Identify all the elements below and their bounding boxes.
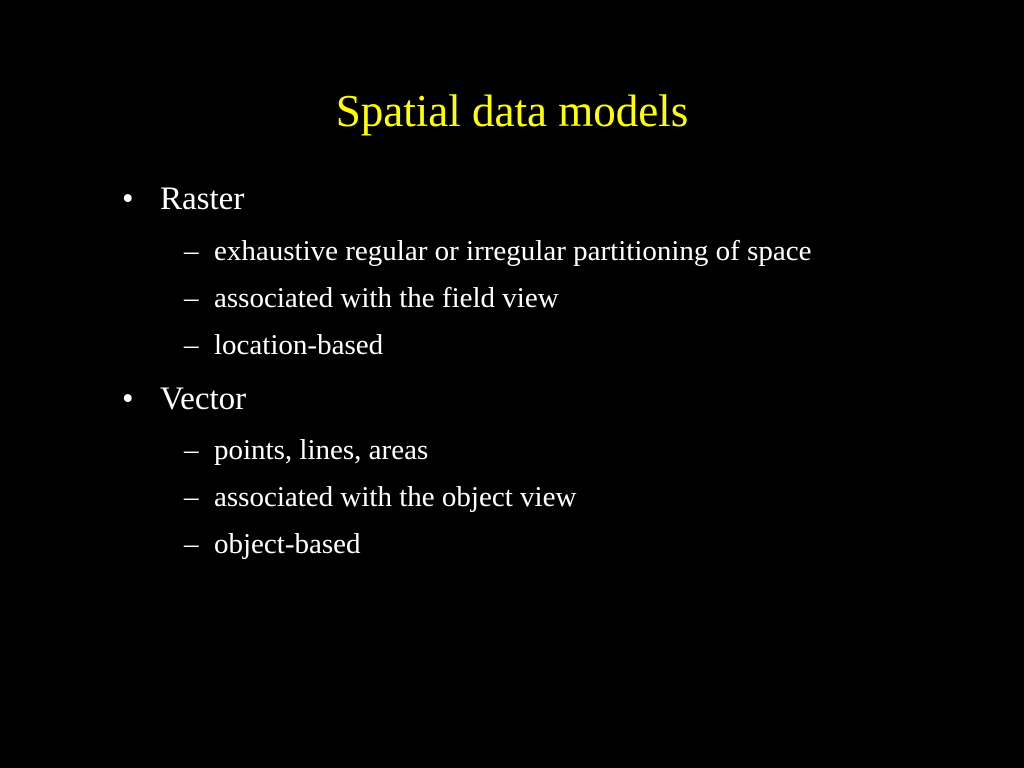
sub-bullet-item: associated with the object view xyxy=(184,476,924,519)
bullet-label: Vector xyxy=(160,381,246,417)
bullet-list-level1: Raster exhaustive regular or irregular p… xyxy=(100,175,924,566)
sub-bullet-item: exhaustive regular or irregular partitio… xyxy=(184,230,924,273)
bullet-item: Vector points, lines, areas associated w… xyxy=(122,375,924,567)
bullet-item: Raster exhaustive regular or irregular p… xyxy=(122,175,924,367)
sub-bullet-item: object-based xyxy=(184,523,924,566)
slide-container: Spatial data models Raster exhaustive re… xyxy=(0,0,1024,768)
sub-bullet-item: points, lines, areas xyxy=(184,429,924,472)
slide-content: Raster exhaustive regular or irregular p… xyxy=(100,175,924,566)
slide-title: Spatial data models xyxy=(100,85,924,137)
bullet-list-level2: points, lines, areas associated with the… xyxy=(160,429,924,566)
sub-bullet-item: location-based xyxy=(184,324,924,367)
sub-bullet-item: associated with the field view xyxy=(184,277,924,320)
bullet-label: Raster xyxy=(160,181,244,217)
bullet-list-level2: exhaustive regular or irregular partitio… xyxy=(160,230,924,367)
